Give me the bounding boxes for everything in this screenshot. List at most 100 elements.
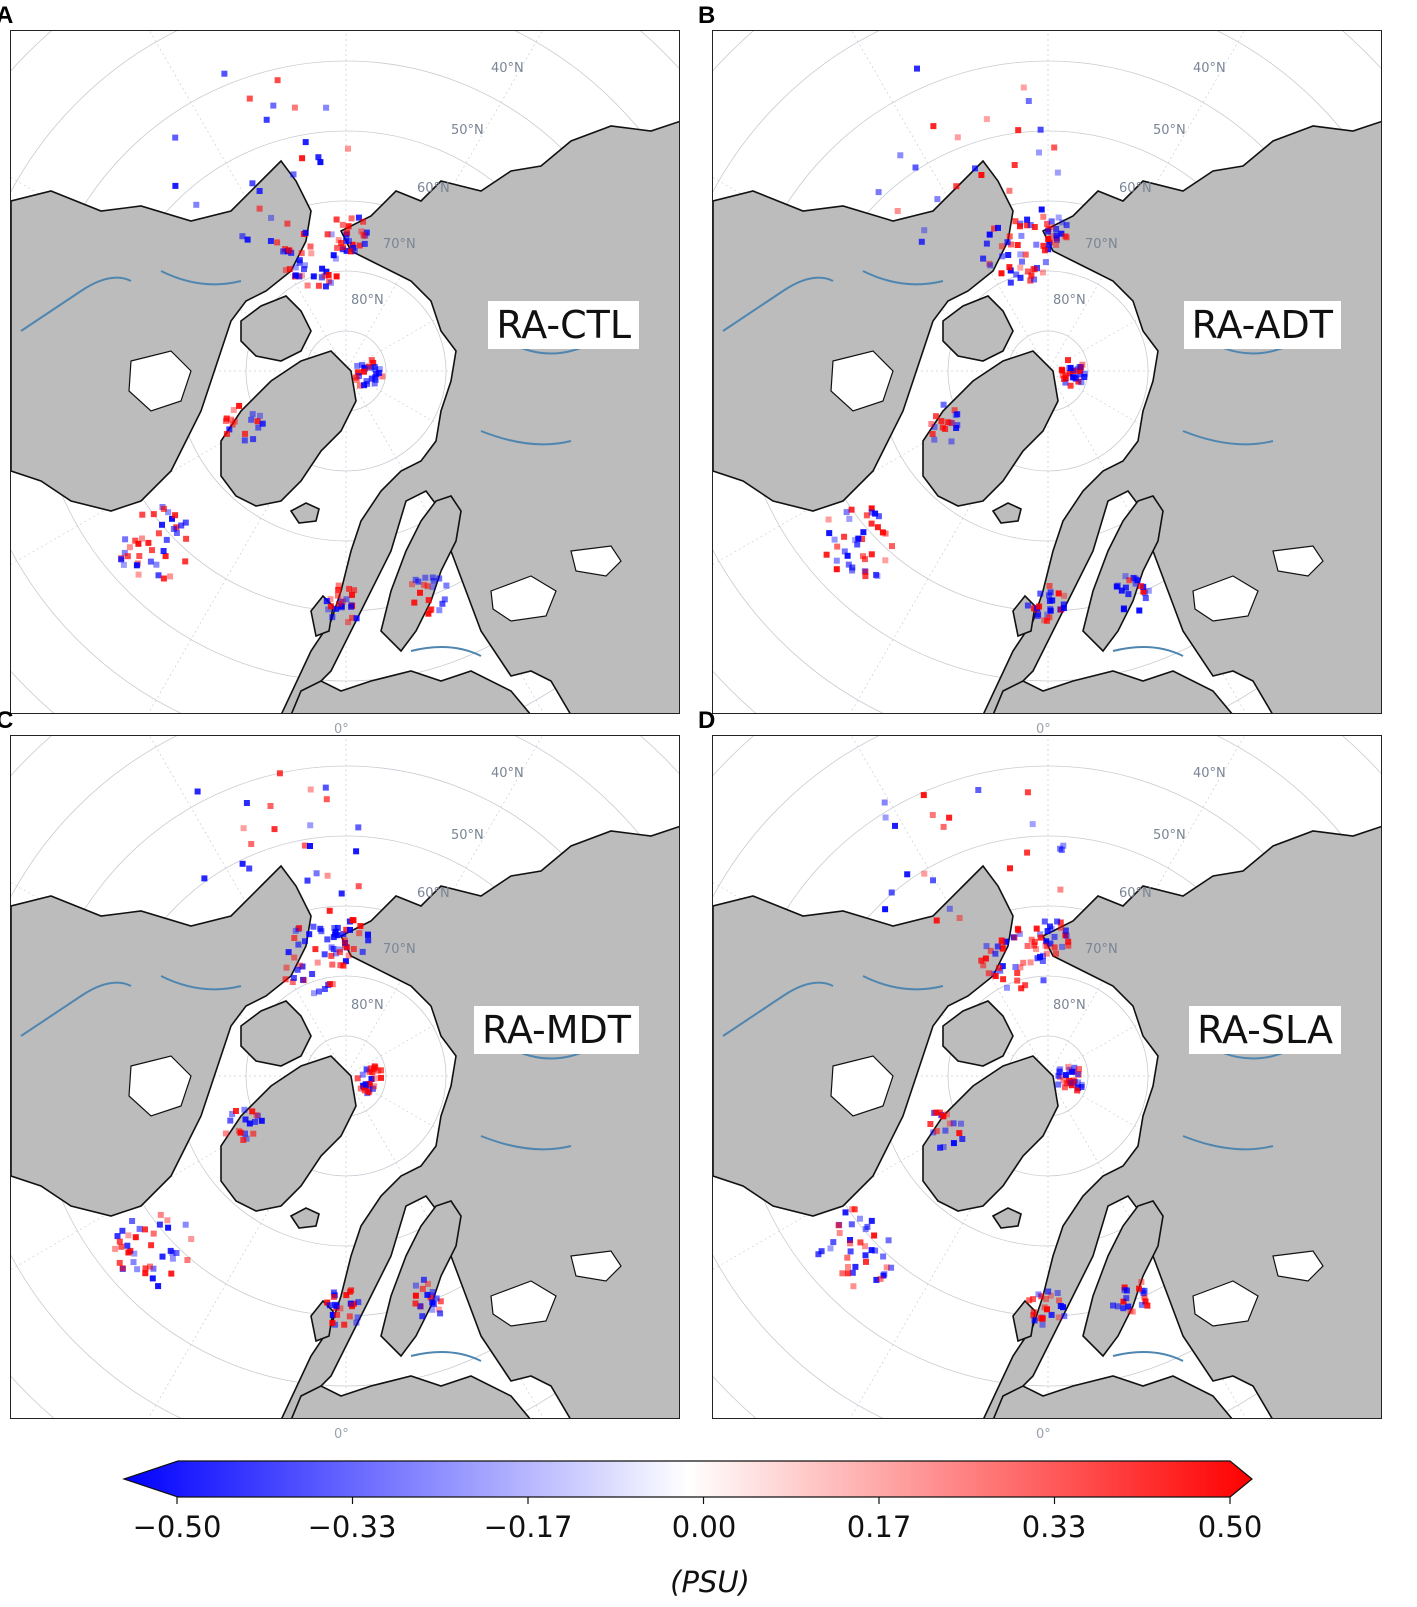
anomaly-cell [826,530,833,537]
anomaly-cell [355,824,362,831]
anomaly-cell [1011,934,1018,941]
experiment-label: RA-MDT [474,1006,639,1054]
anomaly-cell [239,233,246,240]
anomaly-cell [338,604,345,611]
anomaly-cell [937,1144,944,1151]
anomaly-cell [1008,241,1014,248]
anomaly-cell [998,243,1005,250]
anomaly-cell [116,1238,123,1245]
anomaly-cell [188,1236,195,1242]
anomaly-cell [946,1120,953,1127]
anomaly-cell [337,962,344,969]
anomaly-cell [348,602,355,608]
land-mass [713,864,1014,1217]
anomaly-cell [353,848,360,855]
anomaly-cell [419,1313,426,1320]
anomaly-cell [992,950,999,957]
anomaly-cell [851,1206,858,1213]
anomaly-cell [1125,591,1132,598]
anomaly-cell [931,424,938,430]
anomaly-cell [1027,277,1034,284]
anomaly-cell [868,520,875,527]
anomaly-cell [849,1269,856,1276]
anomaly-cell [221,70,228,77]
anomaly-cell [1054,1290,1061,1296]
anomaly-cell [150,1230,157,1237]
anomaly-cell [1037,1315,1044,1322]
anomaly-cell [274,239,281,246]
anomaly-cell [1011,162,1018,168]
anomaly-cell [316,988,322,995]
anomaly-cell [300,976,307,983]
anomaly-cell [342,942,348,949]
anomaly-cell [267,238,274,244]
river [1112,1351,1184,1362]
anomaly-cell [849,567,856,574]
anomaly-cell [945,419,952,426]
anomaly-cell [361,1087,368,1094]
anomaly-cell [1069,368,1076,374]
anomaly-cell [172,134,179,141]
anomaly-cell [363,378,370,385]
river [722,981,834,1037]
anomaly-cell [1047,940,1054,947]
anomaly-cell [1055,1314,1062,1321]
anomaly-cell [295,941,302,948]
anomaly-cell [307,786,314,793]
anomaly-cell [125,1249,132,1256]
anomaly-cell [1058,230,1065,237]
lat-label-40: 40°N [1193,61,1226,76]
anomaly-cell [987,947,994,954]
anomaly-cell [1062,372,1069,379]
anomaly-cell [118,1243,125,1250]
anomaly-cell [429,574,436,581]
anomaly-cell [933,413,939,420]
anomaly-cell [155,572,162,579]
anomaly-cell [1007,279,1014,286]
anomaly-cell [424,583,431,590]
anomaly-cell [1061,1084,1068,1091]
land-mass [942,1000,1014,1067]
anomaly-cell [319,265,326,272]
basemap [11,31,679,713]
anomaly-cell [888,889,895,896]
anomaly-cell [1015,927,1022,934]
anomaly-cell [1113,583,1120,590]
anomaly-cell [1056,1068,1063,1075]
anomaly-cell [983,943,990,950]
anomaly-cell [274,77,281,84]
anomaly-cell [150,1265,157,1272]
anomaly-cell [871,1232,878,1239]
anomaly-cell [862,573,869,580]
anomaly-cell [985,970,992,977]
anomaly-cell [343,247,350,254]
anomaly-cell [1077,364,1084,371]
anomaly-cell [863,512,870,519]
anomaly-cell [371,364,378,371]
anomaly-cell [307,843,313,849]
anomaly-cell [302,938,308,945]
lat-label-50: 50°N [1153,123,1186,138]
anomaly-cell [246,865,253,872]
anomaly-cell [433,1295,440,1302]
anomaly-cell [337,1305,344,1312]
anomaly-cell [972,165,978,172]
anomaly-cell [365,1089,372,1096]
anomaly-cell [339,602,345,609]
anomaly-cell [139,535,145,542]
river [410,1351,482,1362]
anomaly-cell [860,529,867,536]
anomaly-cell [991,225,998,232]
lake [128,350,192,412]
river [480,430,572,446]
anomaly-cell [831,536,838,543]
anomaly-cell [1120,1298,1127,1305]
anomaly-cell [999,963,1006,970]
anomaly-cell [839,1270,846,1277]
anomaly-cell [1040,952,1046,959]
anomaly-cell [248,841,255,847]
anomaly-cell [1138,1301,1145,1308]
anomaly-cell [325,606,332,613]
anomaly-cell [1035,1291,1042,1298]
anomaly-cell [1017,251,1024,258]
